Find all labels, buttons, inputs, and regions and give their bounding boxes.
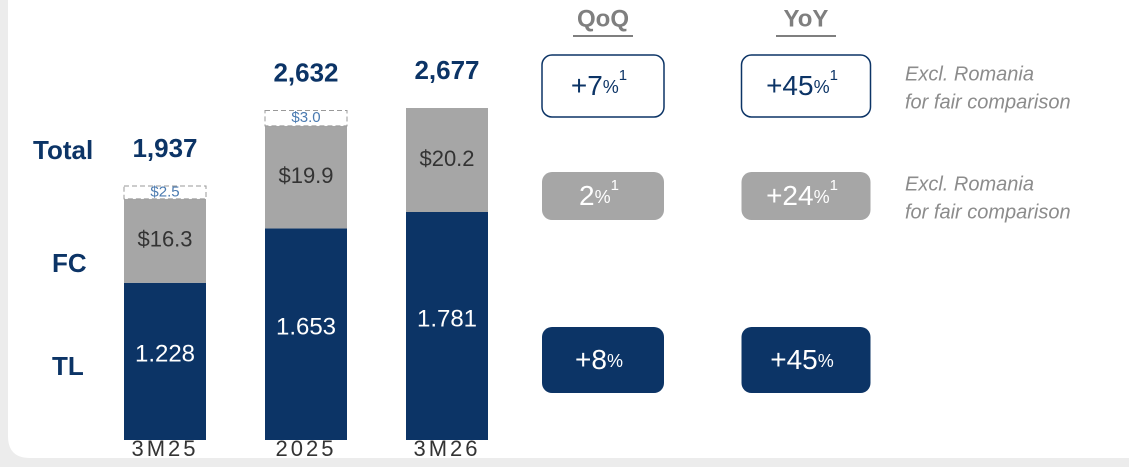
badge-value: +7	[571, 70, 603, 101]
badge-text: +24%1	[766, 177, 838, 211]
badge-value: +45	[766, 70, 814, 101]
value-label: $3.0	[291, 109, 320, 126]
total-label: 2,677	[414, 55, 479, 85]
badge	[542, 327, 664, 393]
bar-segment	[406, 108, 488, 212]
note: Excl. Romania	[905, 173, 1034, 195]
note: for fair comparison	[905, 201, 1071, 223]
badge	[541, 54, 665, 118]
badge-text: +45%	[770, 344, 834, 375]
badge-unit: %	[818, 351, 834, 371]
bar-segment	[123, 185, 207, 200]
badge-value: +24	[766, 180, 814, 211]
bar-segment	[124, 198, 206, 283]
note: Excl. Romania	[905, 63, 1034, 85]
bar-segment	[406, 212, 488, 440]
total-label: 2,632	[273, 57, 338, 87]
x-tick-label: 3M25	[131, 436, 198, 461]
badge-text: +7%1	[571, 67, 627, 101]
badge-text: +45%1	[766, 67, 838, 101]
badge-unit: %	[603, 77, 619, 97]
value-label: $16.3	[137, 227, 192, 252]
bar-segment	[265, 125, 347, 229]
bar-segment	[264, 109, 348, 127]
badge-unit: %	[607, 351, 623, 371]
row-label: TL	[52, 351, 84, 381]
badge-footnote: 1	[619, 67, 627, 84]
value-label: 1.228	[135, 341, 195, 368]
column-title: YoY	[784, 5, 829, 32]
total-label: 1,937	[132, 133, 197, 163]
x-tick-label: 3M26	[413, 436, 480, 461]
badge-value: 2	[579, 180, 595, 211]
badge	[740, 54, 872, 118]
badge-text: 2%1	[579, 177, 619, 211]
row-label: FC	[52, 248, 87, 278]
note: for fair comparison	[905, 91, 1071, 113]
bar-segment	[265, 228, 347, 440]
value-label: 1.781	[417, 305, 477, 332]
badge-text: +8%	[575, 344, 623, 375]
value-label: $20.2	[419, 146, 474, 171]
badge-footnote: 1	[611, 177, 619, 194]
badge-value: +45	[770, 344, 818, 375]
badge-unit: %	[814, 77, 830, 97]
row-label: Total	[33, 135, 93, 165]
badge-footnote: 1	[830, 177, 838, 194]
badge-footnote: 1	[830, 67, 838, 84]
badge	[741, 327, 871, 393]
value-label: $19.9	[278, 163, 333, 188]
badge	[542, 172, 664, 220]
value-label: $2.5	[150, 183, 179, 200]
value-label: 1.653	[276, 314, 336, 341]
badge-unit: %	[595, 187, 611, 207]
bar-segment	[124, 282, 206, 440]
badge-unit: %	[814, 187, 830, 207]
badge	[741, 172, 871, 220]
x-tick-label: 2025	[276, 436, 337, 461]
badge-value: +8	[575, 344, 607, 375]
column-title: QoQ	[577, 5, 629, 32]
